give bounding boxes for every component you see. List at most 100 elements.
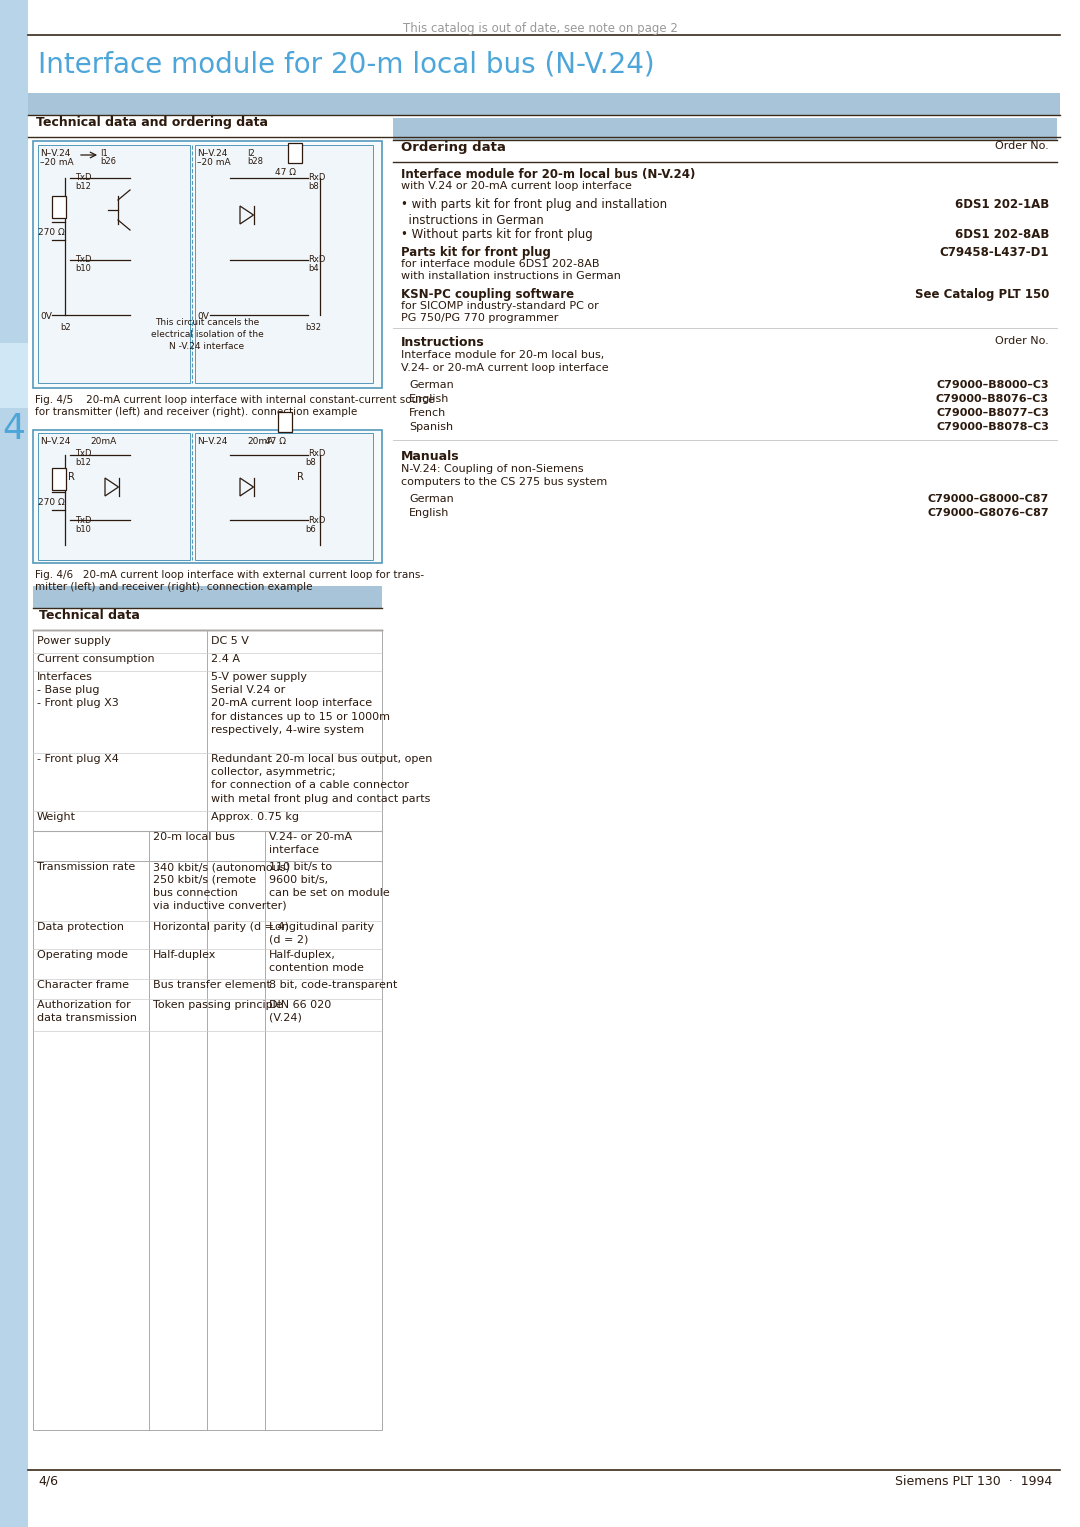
Text: RxD: RxD bbox=[308, 516, 325, 525]
Text: 20mA: 20mA bbox=[90, 437, 117, 446]
Text: b26: b26 bbox=[100, 157, 116, 166]
Text: Fig. 4/6   20-mA current loop interface with external current loop for trans-
mi: Fig. 4/6 20-mA current loop interface wi… bbox=[35, 570, 424, 591]
Text: N–V.24: N–V.24 bbox=[197, 437, 228, 446]
Text: Interface module for 20-m local bus (N-V.24): Interface module for 20-m local bus (N-V… bbox=[38, 50, 654, 78]
Bar bbox=[33, 586, 382, 608]
Bar bbox=[33, 140, 382, 388]
Text: with V.24 or 20-mA current loop interface: with V.24 or 20-mA current loop interfac… bbox=[401, 182, 632, 191]
Text: Instructions: Instructions bbox=[401, 336, 485, 350]
Bar bbox=[195, 145, 373, 383]
Text: Manuals: Manuals bbox=[401, 450, 460, 463]
Text: German: German bbox=[409, 380, 454, 389]
Text: French: French bbox=[409, 408, 446, 418]
Text: 270 Ω: 270 Ω bbox=[38, 228, 65, 237]
Text: Current consumption: Current consumption bbox=[37, 654, 154, 664]
Text: N -V.24 interface: N -V.24 interface bbox=[170, 342, 244, 351]
Text: for interface module 6DS1 202-8AB
with installation instructions in German: for interface module 6DS1 202-8AB with i… bbox=[401, 260, 621, 281]
Text: C79000–G8000–C87: C79000–G8000–C87 bbox=[928, 495, 1049, 504]
Text: V.24- or 20-mA
interface: V.24- or 20-mA interface bbox=[269, 832, 352, 855]
Text: b8: b8 bbox=[305, 458, 315, 467]
Text: 6DS1 202-8AB: 6DS1 202-8AB bbox=[955, 228, 1049, 241]
Bar bbox=[38, 145, 190, 383]
Bar bbox=[0, 0, 28, 1527]
Text: I1: I1 bbox=[100, 150, 108, 157]
Text: RxD: RxD bbox=[308, 173, 325, 182]
Bar bbox=[52, 467, 66, 490]
Text: 8 bit, code-transparent: 8 bit, code-transparent bbox=[269, 980, 397, 989]
Text: R: R bbox=[68, 472, 75, 483]
Text: Horizontal parity (d = 4): Horizontal parity (d = 4) bbox=[153, 922, 289, 931]
Text: Approx. 0.75 kg: Approx. 0.75 kg bbox=[211, 812, 299, 822]
Text: This catalog is out of date, see note on page 2: This catalog is out of date, see note on… bbox=[403, 21, 677, 35]
Text: –20 mA: –20 mA bbox=[40, 157, 73, 166]
Text: b12: b12 bbox=[75, 182, 91, 191]
Text: 270 Ω: 270 Ω bbox=[38, 498, 65, 507]
Text: TxD: TxD bbox=[75, 516, 92, 525]
Text: Interface module for 20-m local bus,
V.24- or 20-mA current loop interface: Interface module for 20-m local bus, V.2… bbox=[401, 350, 609, 373]
Bar bbox=[288, 144, 302, 163]
Text: Weight: Weight bbox=[37, 812, 76, 822]
Text: 6DS1 202-1AB: 6DS1 202-1AB bbox=[955, 199, 1049, 211]
Text: N–V.24: N–V.24 bbox=[40, 150, 70, 157]
Text: C79000–B8077–C3: C79000–B8077–C3 bbox=[936, 408, 1049, 418]
Text: Spanish: Spanish bbox=[409, 421, 454, 432]
Text: Redundant 20-m local bus output, open
collector, asymmetric;
for connection of a: Redundant 20-m local bus output, open co… bbox=[211, 754, 432, 803]
Text: DC 5 V: DC 5 V bbox=[211, 637, 248, 646]
Text: 0V: 0V bbox=[40, 312, 52, 321]
Text: German: German bbox=[409, 495, 454, 504]
Bar bbox=[278, 412, 292, 432]
Text: N-V.24: Coupling of non-Siemens
computers to the CS 275 bus system: N-V.24: Coupling of non-Siemens computer… bbox=[401, 464, 607, 487]
Text: C79000–B8000–C3: C79000–B8000–C3 bbox=[936, 380, 1049, 389]
Text: Bus transfer element: Bus transfer element bbox=[153, 980, 271, 989]
Text: for SICOMP industry-standard PC or
PG 750/PG 770 programmer: for SICOMP industry-standard PC or PG 75… bbox=[401, 301, 598, 322]
Text: C79000–B8078–C3: C79000–B8078–C3 bbox=[936, 421, 1049, 432]
Text: Ordering data: Ordering data bbox=[401, 140, 505, 154]
Bar bbox=[33, 431, 382, 563]
Text: Authorization for
data transmission: Authorization for data transmission bbox=[37, 1000, 137, 1023]
Text: KSN-PC coupling software: KSN-PC coupling software bbox=[401, 289, 575, 301]
Text: • with parts kit for front plug and installation
  instructions in German: • with parts kit for front plug and inst… bbox=[401, 199, 667, 228]
Text: –20 mA: –20 mA bbox=[197, 157, 231, 166]
Text: Operating mode: Operating mode bbox=[37, 950, 129, 960]
Text: Transmission rate: Transmission rate bbox=[37, 863, 135, 872]
Text: Token passing principle: Token passing principle bbox=[153, 1000, 283, 1009]
Text: C79000–B8076–C3: C79000–B8076–C3 bbox=[936, 394, 1049, 405]
Text: Order No.: Order No. bbox=[996, 336, 1049, 347]
Text: 340 kbit/s (autonomous)
250 kbit/s (remote
bus connection
via inductive converte: 340 kbit/s (autonomous) 250 kbit/s (remo… bbox=[153, 863, 289, 910]
Text: I2: I2 bbox=[247, 150, 255, 157]
Text: English: English bbox=[409, 394, 449, 405]
Text: Half-duplex,
contention mode: Half-duplex, contention mode bbox=[269, 950, 364, 973]
Text: 0V: 0V bbox=[197, 312, 208, 321]
Text: Longitudinal parity
(d = 2): Longitudinal parity (d = 2) bbox=[269, 922, 374, 945]
Text: TxD: TxD bbox=[75, 449, 92, 458]
Text: b32: b32 bbox=[305, 324, 321, 331]
Text: 4: 4 bbox=[2, 412, 26, 446]
Text: b10: b10 bbox=[75, 525, 91, 534]
Text: b28: b28 bbox=[247, 157, 264, 166]
Text: 110 bit/s to
9600 bit/s,
can be set on module: 110 bit/s to 9600 bit/s, can be set on m… bbox=[269, 863, 390, 898]
Text: 47 Ω: 47 Ω bbox=[275, 168, 296, 177]
Text: 2.4 A: 2.4 A bbox=[211, 654, 240, 664]
Text: • Without parts kit for front plug: • Without parts kit for front plug bbox=[401, 228, 593, 241]
Text: 4/6: 4/6 bbox=[38, 1475, 58, 1487]
Text: Fig. 4/5    20-mA current loop interface with internal constant-current source
f: Fig. 4/5 20-mA current loop interface wi… bbox=[35, 395, 434, 417]
Text: RxD: RxD bbox=[308, 449, 325, 458]
Bar bbox=[28, 93, 1059, 115]
Text: N–V.24: N–V.24 bbox=[197, 150, 228, 157]
Text: b8: b8 bbox=[308, 182, 319, 191]
Text: 47 Ω: 47 Ω bbox=[265, 437, 286, 446]
Text: N–V.24: N–V.24 bbox=[40, 437, 70, 446]
Text: electrical isolation of the: electrical isolation of the bbox=[150, 330, 264, 339]
Text: b2: b2 bbox=[60, 324, 70, 331]
Text: Power supply: Power supply bbox=[37, 637, 111, 646]
Text: Interfaces
- Base plug
- Front plug X3: Interfaces - Base plug - Front plug X3 bbox=[37, 672, 119, 709]
Text: See Catalog PLT 150: See Catalog PLT 150 bbox=[915, 289, 1049, 301]
Text: Data protection: Data protection bbox=[37, 922, 124, 931]
Text: 20mA: 20mA bbox=[247, 437, 273, 446]
Text: Half-duplex: Half-duplex bbox=[153, 950, 216, 960]
Text: C79458-L437-D1: C79458-L437-D1 bbox=[940, 246, 1049, 260]
Text: R: R bbox=[297, 472, 303, 483]
Text: TxD: TxD bbox=[75, 173, 92, 182]
Text: DIN 66 020
(V.24): DIN 66 020 (V.24) bbox=[269, 1000, 332, 1023]
Text: Parts kit for front plug: Parts kit for front plug bbox=[401, 246, 551, 260]
